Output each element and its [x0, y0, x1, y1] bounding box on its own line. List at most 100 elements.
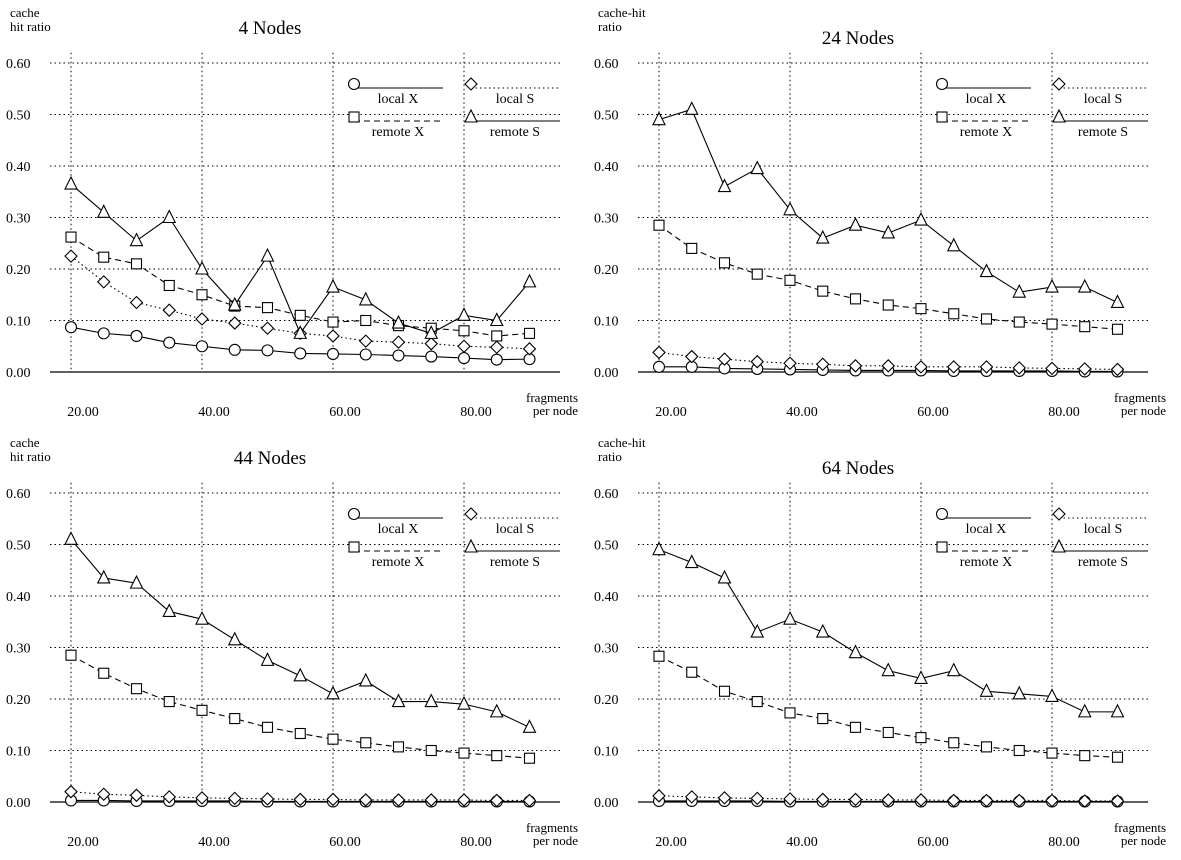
marker-triangle: [227, 296, 242, 311]
marker-triangle: [1110, 294, 1125, 309]
marker-diamond: [1012, 361, 1027, 375]
y-axis-label-line2: ratio: [598, 449, 622, 464]
marker-square: [1046, 747, 1058, 759]
marker-triangle: [652, 541, 666, 556]
marker-square: [948, 308, 960, 320]
marker-triangle: [358, 291, 373, 306]
marker-triangle: [326, 278, 340, 293]
y-tick-label: 0.30: [6, 212, 31, 227]
y-tick-label: 0.00: [594, 796, 619, 811]
marker-square: [523, 752, 536, 764]
marker-circle: [392, 349, 405, 362]
legend-label: remote S: [1078, 125, 1128, 140]
marker-square: [98, 251, 110, 263]
marker-triangle: [1077, 703, 1092, 718]
marker-circle: [490, 353, 503, 366]
y-tick-label: 0.50: [6, 539, 31, 554]
marker-square: [936, 541, 948, 553]
legend: local X local S remote X remote S: [347, 77, 560, 140]
marker-diamond: [162, 790, 177, 804]
y-tick-label: 0.30: [594, 642, 619, 657]
marker-diamond: [783, 356, 797, 371]
marker-square: [163, 696, 175, 708]
marker-square: [686, 242, 698, 254]
marker-triangle: [717, 178, 732, 193]
y-tick-label: 0.20: [6, 263, 31, 278]
marker-triangle: [293, 667, 308, 682]
x-tick-label: 60.00: [329, 405, 361, 420]
y-tick-label: 0.10: [6, 745, 31, 760]
legend-label: remote S: [490, 555, 540, 570]
y-tick-label: 0.00: [6, 796, 31, 811]
x-tick-label: 40.00: [198, 835, 230, 850]
marker-square: [425, 744, 437, 757]
marker-square: [817, 713, 829, 725]
marker-diamond: [979, 360, 994, 374]
marker-triangle: [227, 631, 242, 646]
marker-triangle: [424, 325, 439, 339]
y-tick-label: 0.00: [594, 366, 619, 381]
marker-square: [360, 737, 372, 749]
x-tick-label: 40.00: [786, 405, 818, 420]
marker-circle: [425, 350, 438, 363]
marker-square: [686, 666, 698, 678]
marker-diamond: [227, 791, 242, 806]
marker-diamond: [260, 792, 275, 806]
marker-diamond: [96, 275, 111, 289]
y-tick-label: 0.20: [594, 263, 619, 278]
legend-label: remote S: [1078, 555, 1128, 570]
x-tick-label: 60.00: [917, 405, 949, 420]
marker-triangle: [195, 610, 209, 625]
x-tick-label: 40.00: [786, 835, 818, 850]
marker-triangle: [1077, 278, 1092, 293]
marker-triangle: [979, 683, 994, 697]
y-tick-label: 0.60: [594, 57, 619, 72]
legend: local X local S remote X remote S: [935, 77, 1148, 140]
x-tick-label: 20.00: [67, 835, 99, 850]
marker-triangle: [129, 232, 144, 247]
marker-triangle: [522, 273, 537, 288]
marker-triangle: [979, 263, 994, 278]
marker-diamond: [914, 793, 928, 807]
marker-square: [980, 313, 993, 325]
marker-triangle: [293, 325, 308, 339]
marker-circle: [935, 507, 949, 521]
marker-circle: [347, 507, 361, 521]
x-tick-label: 60.00: [329, 835, 361, 850]
marker-diamond: [1110, 794, 1125, 808]
legend-label: local S: [1084, 92, 1123, 107]
marker-diamond: [946, 793, 961, 808]
marker-diamond: [129, 788, 144, 803]
marker-triangle: [1045, 278, 1059, 293]
marker-triangle: [64, 175, 78, 190]
marker-square: [1013, 744, 1025, 757]
marker-diamond: [293, 792, 308, 807]
marker-square: [491, 330, 503, 342]
marker-diamond: [129, 295, 144, 310]
marker-triangle: [881, 224, 896, 239]
marker-square: [915, 303, 927, 315]
marker-diamond: [195, 791, 209, 805]
marker-diamond: [815, 792, 830, 807]
marker-square: [1079, 321, 1091, 333]
marker-triangle: [326, 685, 340, 700]
marker-square: [1046, 318, 1058, 330]
marker-square: [196, 704, 208, 716]
x-axis-label-line1: fragments: [526, 820, 578, 835]
marker-square: [1079, 750, 1091, 762]
marker-diamond: [881, 793, 896, 807]
x-axis-label-line1: fragments: [1114, 390, 1166, 405]
marker-triangle: [260, 652, 275, 666]
marker-triangle: [96, 204, 111, 218]
legend-label: remote X: [960, 555, 1012, 570]
marker-square: [348, 541, 360, 553]
marker-diamond: [358, 334, 373, 348]
marker-diamond: [464, 507, 478, 521]
marker-triangle: [914, 211, 928, 226]
marker-square: [458, 325, 470, 337]
marker-triangle: [783, 610, 797, 625]
marker-square: [1013, 316, 1025, 328]
x-tick-label: 80.00: [460, 405, 492, 420]
marker-square: [653, 650, 665, 662]
